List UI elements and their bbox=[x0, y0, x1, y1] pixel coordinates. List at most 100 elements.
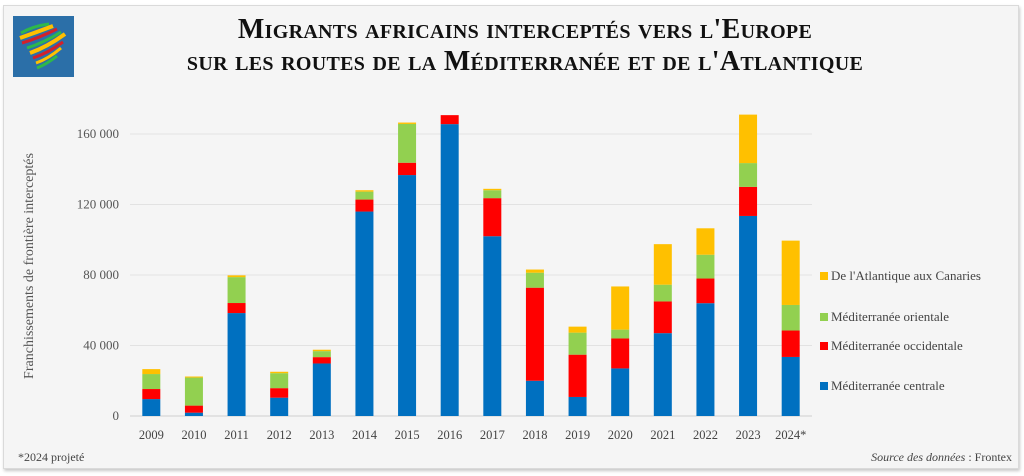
bar-segment bbox=[270, 388, 289, 398]
bar-segment bbox=[227, 275, 246, 278]
bar-segment bbox=[227, 303, 246, 314]
x-tick-label: 2014 bbox=[352, 428, 378, 442]
bar-segment bbox=[781, 356, 800, 416]
bar-segment bbox=[184, 376, 203, 378]
chart-frame bbox=[3, 5, 1019, 469]
bar-segment bbox=[270, 397, 289, 416]
y-tick-label: 120 000 bbox=[77, 197, 119, 212]
bar-segment bbox=[312, 363, 331, 416]
bar-segment bbox=[398, 122, 417, 124]
bar-segment bbox=[142, 369, 161, 375]
bar-segment bbox=[142, 389, 161, 400]
legend-swatch-icon bbox=[820, 342, 828, 350]
bar-segment bbox=[696, 228, 715, 255]
x-tick-label: 2011 bbox=[224, 428, 249, 442]
x-tick-label: 2022 bbox=[693, 428, 718, 442]
bar-segment bbox=[227, 277, 246, 304]
bar-segment bbox=[398, 123, 417, 163]
legend-item: Méditerranée occidentale bbox=[820, 338, 963, 354]
bar-segment bbox=[653, 284, 672, 302]
bar-segment bbox=[483, 188, 502, 191]
x-tick-label: 2023 bbox=[736, 428, 761, 442]
bar-segment bbox=[653, 301, 672, 334]
bar-segment bbox=[739, 163, 758, 187]
bar-segment bbox=[184, 405, 203, 413]
bar-segment bbox=[440, 115, 459, 125]
footnote: *2024 projeté bbox=[18, 450, 85, 464]
legend-swatch-icon bbox=[820, 382, 828, 390]
legend-label: Méditerranée occidentale bbox=[831, 338, 963, 353]
bar-segment bbox=[312, 351, 331, 358]
chart-title: Migrants africains interceptés vers l'Eu… bbox=[100, 14, 950, 78]
y-tick-label: 0 bbox=[113, 408, 120, 423]
bar-segment bbox=[355, 190, 374, 192]
bar-segment bbox=[611, 329, 630, 339]
bar-segment bbox=[483, 190, 502, 199]
legend-label: De l'Atlantique aux Canaries bbox=[831, 268, 981, 283]
x-tick-label: 2021 bbox=[650, 428, 675, 442]
title-line-1: Migrants africains interceptés vers l'Eu… bbox=[237, 14, 813, 45]
bar-segment bbox=[696, 254, 715, 279]
bar-segment bbox=[483, 198, 502, 237]
y-tick-label: 80 000 bbox=[83, 267, 119, 282]
bar-segment bbox=[398, 162, 417, 176]
bar-segment bbox=[739, 215, 758, 416]
x-tick-label: 2016 bbox=[437, 428, 462, 442]
bar-segment bbox=[525, 269, 544, 273]
title-line-2: sur les routes de la Méditerranée et de … bbox=[186, 46, 864, 77]
source-label: Source des données bbox=[871, 450, 966, 464]
y-tick-label: 40 000 bbox=[83, 338, 119, 353]
bar-segment bbox=[398, 175, 417, 416]
bar-segment bbox=[270, 371, 289, 374]
bar-segment bbox=[270, 373, 289, 389]
bar-segment bbox=[227, 313, 246, 416]
bar-segment bbox=[696, 278, 715, 304]
x-tick-label: 2010 bbox=[181, 428, 206, 442]
bar-segment bbox=[739, 114, 758, 164]
bar-segment bbox=[653, 333, 672, 416]
legend-swatch-icon bbox=[820, 313, 828, 321]
bar-segment bbox=[653, 244, 672, 285]
bar-segment bbox=[184, 412, 203, 416]
bar-segment bbox=[142, 374, 161, 390]
legend-label: Méditerranée orientale bbox=[831, 309, 950, 324]
x-tick-label: 2009 bbox=[139, 428, 164, 442]
legend-label: Méditerranée centrale bbox=[831, 378, 945, 393]
y-tick-label: 160 000 bbox=[77, 126, 119, 141]
bar-segment bbox=[184, 377, 203, 406]
bar-segment bbox=[525, 380, 544, 416]
legend-item: Méditerranée orientale bbox=[820, 309, 949, 325]
x-tick-label: 2020 bbox=[608, 428, 633, 442]
bar-segment bbox=[781, 240, 800, 305]
bar-segment bbox=[568, 332, 587, 355]
bar-segment bbox=[483, 236, 502, 416]
x-tick-label: 2012 bbox=[267, 428, 292, 442]
bar-segment bbox=[525, 287, 544, 381]
bar-segment bbox=[568, 396, 587, 416]
source-note: Source des données : Frontex bbox=[871, 450, 1012, 465]
bar-segment bbox=[739, 186, 758, 216]
bar-segment bbox=[312, 349, 331, 352]
legend-swatch-icon bbox=[820, 272, 828, 280]
bar-segment bbox=[781, 304, 800, 331]
bar-segment bbox=[142, 399, 161, 416]
bar-segment bbox=[440, 124, 459, 416]
x-tick-label: 2018 bbox=[522, 428, 547, 442]
bar-segment bbox=[525, 272, 544, 288]
x-tick-label: 2017 bbox=[480, 428, 505, 442]
bar-segment bbox=[611, 338, 630, 369]
source-value: Frontex bbox=[974, 450, 1012, 464]
bar-segment bbox=[568, 326, 587, 333]
legend-item: De l'Atlantique aux Canaries bbox=[820, 268, 981, 284]
bar-segment bbox=[611, 368, 630, 416]
bar-segment bbox=[568, 354, 587, 397]
x-tick-label: 2024* bbox=[775, 428, 806, 442]
x-tick-label: 2019 bbox=[565, 428, 590, 442]
bar-segment bbox=[355, 199, 374, 212]
bar-segment bbox=[355, 211, 374, 416]
africa-logo-icon bbox=[13, 16, 74, 77]
bar-segment bbox=[312, 357, 331, 364]
source-sep: : bbox=[965, 450, 975, 464]
bar-segment bbox=[355, 191, 374, 200]
